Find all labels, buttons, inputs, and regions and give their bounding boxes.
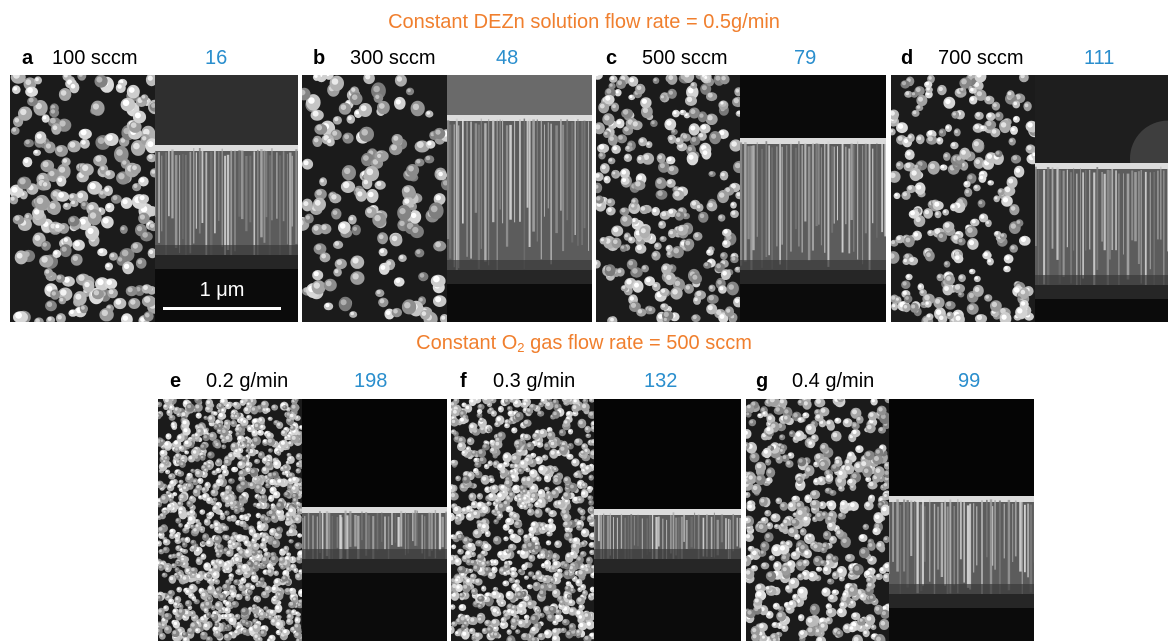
panel-a-header: a 100 sccm 16 xyxy=(22,45,302,71)
panel-g-top-view-image xyxy=(746,399,889,641)
row2-title-suffix: gas flow rate = 500 sccm xyxy=(524,332,752,354)
row2-title-subscript: 2 xyxy=(517,340,525,355)
panel-e-cross-section-image xyxy=(302,399,447,641)
panel-d-condition: 700 sccm xyxy=(938,47,1024,69)
panel-c-count: 79 xyxy=(794,47,817,69)
row1-title: Constant DEZn solution flow rate = 0.5g/… xyxy=(388,11,780,33)
panel-g-condition: 0.4 g/min xyxy=(792,370,875,392)
panel-g-count: 99 xyxy=(958,370,981,392)
panel-a-count: 16 xyxy=(205,47,228,69)
panel-b-top-view-image xyxy=(302,75,447,322)
panel-b-header: b 300 sccm 48 xyxy=(313,45,593,71)
panel-d-header: d 700 sccm 111 xyxy=(901,45,1161,71)
panel-g-cross-section-image xyxy=(889,399,1034,641)
scale-bar xyxy=(163,307,281,310)
panel-b-letter: b xyxy=(313,47,326,69)
panel-a-top-view-image xyxy=(10,75,155,322)
panel-f-condition: 0.3 g/min xyxy=(493,370,576,392)
panel-d-top-view-image xyxy=(891,75,1035,322)
panel-c-letter: c xyxy=(606,47,618,69)
panel-b-condition: 300 sccm xyxy=(350,47,436,69)
panel-c-cross-section-image xyxy=(740,75,886,322)
panel-e-count: 198 xyxy=(354,370,388,392)
panel-f-top-view-image xyxy=(451,399,594,641)
row2-title-prefix: Constant O xyxy=(416,332,518,354)
panel-c-header: c 500 sccm 79 xyxy=(606,45,886,71)
panel-g-letter: g xyxy=(756,370,769,392)
panel-d-cross-section-image xyxy=(1035,75,1168,322)
panel-g-header: g 0.4 g/min 99 xyxy=(756,368,1036,394)
panel-d-count: 111 xyxy=(1084,47,1115,69)
panel-e-letter: e xyxy=(170,370,182,392)
panel-e-condition: 0.2 g/min xyxy=(206,370,289,392)
panel-f-header: f 0.3 g/min 132 xyxy=(460,368,740,394)
scale-bar-label: 1 μm xyxy=(199,279,245,301)
panel-e-top-view-image xyxy=(158,399,302,641)
panel-b-count: 48 xyxy=(496,47,519,69)
panel-d-letter: d xyxy=(901,47,914,69)
panel-a-letter: a xyxy=(22,47,34,69)
panel-f-count: 132 xyxy=(644,370,678,392)
panel-b-cross-section-image xyxy=(447,75,592,322)
panel-f-cross-section-image xyxy=(594,399,741,641)
panel-e-header: e 0.2 g/min 198 xyxy=(170,368,450,394)
row2-title: Constant O2 gas flow rate = 500 sccm xyxy=(0,333,1168,354)
panel-c-top-view-image xyxy=(596,75,740,322)
panel-a-cross-section-image: 1 μm xyxy=(155,75,298,322)
panel-c-condition: 500 sccm xyxy=(642,47,728,69)
panel-f-letter: f xyxy=(460,370,467,392)
panel-a-condition: 100 sccm xyxy=(52,47,138,69)
